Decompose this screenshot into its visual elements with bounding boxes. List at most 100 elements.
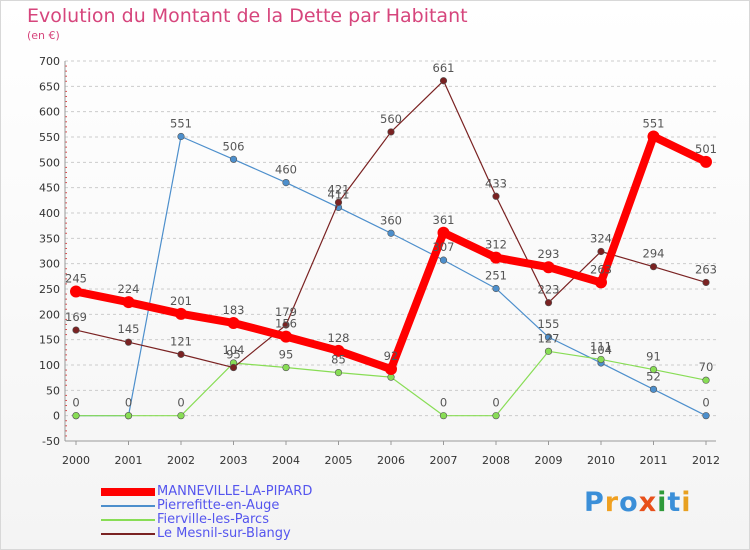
data-point (124, 412, 133, 420)
legend-swatch (101, 488, 155, 496)
data-point (227, 316, 240, 329)
legend-swatch (101, 533, 155, 535)
data-point (124, 338, 133, 346)
y-tick-label: 550 (39, 131, 60, 144)
data-label: 324 (590, 232, 612, 246)
y-tick-label: 450 (39, 182, 60, 195)
logo-letter: t (667, 487, 682, 518)
data-point (490, 251, 502, 264)
data-point (334, 198, 343, 206)
data-label: 560 (380, 112, 402, 126)
data-label: 91 (646, 350, 661, 364)
data-point (544, 347, 553, 355)
data-point (177, 412, 185, 420)
data-point (492, 192, 500, 200)
data-point (702, 412, 710, 420)
data-label: 121 (170, 334, 192, 348)
data-label: 145 (118, 322, 140, 336)
data-label: 251 (485, 268, 507, 282)
data-point (542, 261, 555, 274)
legend-label: Le Mesnil-sur-Blangy (157, 526, 291, 541)
x-tick-label: 2004 (272, 454, 300, 467)
data-label: 245 (65, 272, 87, 286)
data-point (649, 263, 658, 271)
data-point (387, 229, 395, 237)
data-label: 421 (328, 182, 350, 196)
data-point (702, 278, 710, 287)
data-label: 433 (485, 176, 507, 190)
data-label: 128 (328, 331, 350, 345)
data-label: 224 (118, 282, 140, 296)
x-tick-label: 2009 (535, 454, 563, 467)
data-label: 169 (65, 310, 87, 324)
data-point (280, 330, 292, 343)
data-point (334, 369, 343, 377)
y-tick-label: 50 (46, 384, 60, 397)
data-point (282, 363, 290, 372)
data-label: 360 (380, 213, 402, 227)
data-point (72, 326, 80, 334)
y-tick-label: 700 (39, 55, 60, 68)
data-point (385, 363, 397, 376)
data-point (437, 226, 450, 239)
legend-swatch (101, 505, 155, 507)
data-point (70, 285, 82, 298)
data-point (595, 276, 607, 289)
data-point (387, 128, 395, 136)
data-label: 183 (223, 303, 245, 317)
y-tick-label: -50 (42, 435, 60, 448)
data-point (122, 296, 135, 309)
x-tick-label: 2000 (62, 454, 90, 467)
x-tick-label: 2007 (430, 454, 458, 467)
data-point (647, 130, 660, 143)
logo-letter: r (604, 487, 620, 518)
data-point (282, 321, 290, 329)
x-tick-label: 2006 (377, 454, 405, 467)
legend-label: Pierrefitte-en-Auge (157, 498, 280, 513)
data-label: 307 (433, 240, 455, 254)
data-label: 661 (433, 61, 455, 75)
y-tick-label: 200 (39, 308, 60, 321)
logo-letter: o (619, 487, 639, 518)
data-point (229, 363, 238, 372)
x-tick-label: 2011 (640, 454, 668, 467)
data-label: 263 (695, 262, 717, 276)
chart-subtitle: (en €) (27, 29, 60, 42)
data-label: 506 (223, 139, 245, 153)
data-label: 0 (702, 396, 709, 410)
data-point (282, 179, 290, 187)
data-label: 127 (538, 331, 560, 345)
data-label: 179 (275, 305, 297, 319)
data-label: 0 (177, 396, 184, 410)
logo-letter: i (657, 487, 668, 518)
data-label: 460 (275, 163, 297, 177)
data-label: 294 (643, 247, 665, 261)
y-tick-label: 100 (39, 359, 60, 372)
data-point (439, 412, 448, 420)
data-label: 92 (384, 349, 399, 363)
logo-letter: P (584, 487, 605, 518)
data-label: 223 (538, 283, 560, 297)
data-label: 156 (275, 317, 297, 331)
legend-swatch (101, 519, 155, 521)
proxiti-logo: Proxiti (584, 487, 692, 518)
y-tick-label: 300 (39, 258, 60, 271)
data-point (702, 376, 710, 384)
data-label: 551 (170, 116, 192, 130)
data-label: 263 (590, 262, 612, 276)
data-point (177, 132, 185, 141)
data-point (177, 350, 185, 358)
data-point (544, 333, 553, 341)
data-label: 0 (492, 396, 499, 410)
data-point (439, 256, 448, 264)
x-tick-label: 2008 (482, 454, 510, 467)
y-tick-label: 350 (39, 232, 60, 245)
data-point (649, 385, 658, 393)
y-tick-label: 650 (39, 80, 60, 93)
data-point (229, 155, 238, 163)
y-tick-label: 150 (39, 334, 60, 347)
y-tick-label: 500 (39, 156, 60, 169)
data-point (544, 299, 553, 307)
data-label: 312 (485, 238, 507, 252)
